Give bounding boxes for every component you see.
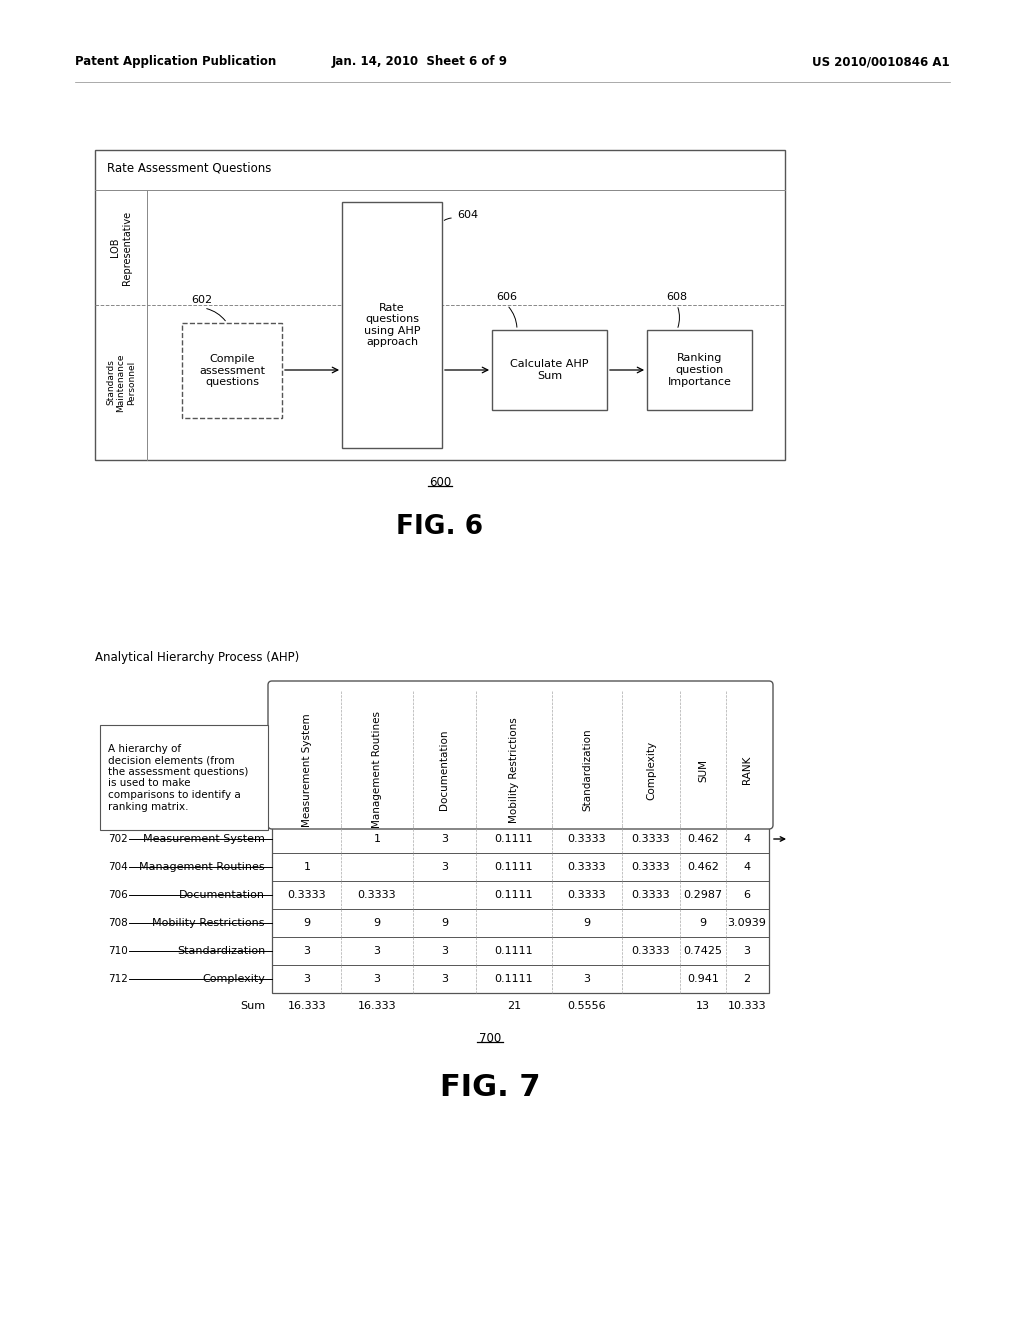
Text: 700: 700	[479, 1031, 501, 1044]
Text: Measurement System: Measurement System	[302, 713, 312, 826]
Text: 4: 4	[743, 834, 751, 843]
Text: Documentation: Documentation	[179, 890, 265, 900]
Text: FIG. 7: FIG. 7	[439, 1073, 541, 1102]
Text: 0.1111: 0.1111	[495, 862, 534, 873]
Bar	[647, 330, 752, 411]
Text: Analytical Hierarchy Process (AHP): Analytical Hierarchy Process (AHP)	[95, 652, 299, 664]
Text: Ranking
question
Importance: Ranking question Importance	[668, 354, 731, 387]
Text: Standardization: Standardization	[177, 946, 265, 956]
Text: Sum: Sum	[240, 1001, 265, 1011]
Text: FIG. 6: FIG. 6	[396, 513, 483, 540]
Text: Standards
Maintenance
Personnel: Standards Maintenance Personnel	[106, 354, 136, 412]
Text: RANK: RANK	[742, 756, 752, 784]
Text: 0.462: 0.462	[687, 862, 719, 873]
Text: Rate Assessment Questions: Rate Assessment Questions	[106, 161, 271, 174]
Text: 3: 3	[441, 862, 449, 873]
Text: 710: 710	[109, 946, 128, 956]
Text: 6: 6	[743, 890, 751, 900]
Bar	[95, 150, 785, 459]
Text: 0.5556: 0.5556	[567, 1001, 606, 1011]
Text: 16.333: 16.333	[357, 1001, 396, 1011]
Text: 13: 13	[696, 1001, 710, 1011]
Text: 9: 9	[374, 917, 381, 928]
Text: 9: 9	[441, 917, 449, 928]
Text: 604: 604	[457, 210, 478, 220]
Text: 0.3333: 0.3333	[632, 834, 671, 843]
Text: 3: 3	[743, 946, 751, 956]
Text: Documentation: Documentation	[439, 730, 450, 810]
Text: 0.3333: 0.3333	[567, 834, 606, 843]
Text: Standardization: Standardization	[582, 729, 592, 812]
Bar	[272, 825, 769, 993]
Text: Complexity: Complexity	[202, 974, 265, 983]
Text: 0.7425: 0.7425	[683, 946, 723, 956]
Text: 0.462: 0.462	[687, 834, 719, 843]
Text: 0.3333: 0.3333	[357, 890, 396, 900]
Text: 602: 602	[191, 294, 213, 305]
Text: Patent Application Publication: Patent Application Publication	[75, 55, 276, 69]
Text: 0.1111: 0.1111	[495, 834, 534, 843]
Text: Calculate AHP
Sum: Calculate AHP Sum	[510, 359, 589, 380]
Text: 3: 3	[303, 974, 310, 983]
Text: 16.333: 16.333	[288, 1001, 327, 1011]
Text: Mobility Restrictions: Mobility Restrictions	[509, 717, 519, 822]
Text: Compile
assessment
questions: Compile assessment questions	[199, 354, 265, 387]
Text: 3: 3	[374, 974, 381, 983]
Bar	[492, 330, 607, 411]
Text: 21: 21	[507, 1001, 521, 1011]
Text: 9: 9	[303, 917, 310, 928]
Text: 0.3333: 0.3333	[567, 890, 606, 900]
Text: Management Routines: Management Routines	[372, 711, 382, 829]
Text: 608: 608	[667, 292, 687, 302]
Text: 0.3333: 0.3333	[632, 862, 671, 873]
FancyBboxPatch shape	[268, 681, 773, 829]
Text: 0.1111: 0.1111	[495, 890, 534, 900]
Text: Management Routines: Management Routines	[139, 862, 265, 873]
Text: 0.1111: 0.1111	[495, 974, 534, 983]
Text: A hierarchy of
decision elements (from
the assessment questions)
is used to make: A hierarchy of decision elements (from t…	[108, 743, 249, 812]
Text: 3: 3	[441, 834, 449, 843]
Text: LOB
Representative: LOB Representative	[111, 210, 132, 285]
Text: 3: 3	[374, 946, 381, 956]
Text: 1: 1	[303, 862, 310, 873]
Text: US 2010/0010846 A1: US 2010/0010846 A1	[812, 55, 950, 69]
Text: 606: 606	[497, 292, 517, 302]
Text: 0.941: 0.941	[687, 974, 719, 983]
Text: 0.3333: 0.3333	[567, 862, 606, 873]
Bar	[100, 725, 268, 830]
Text: 0.3333: 0.3333	[632, 890, 671, 900]
Text: 3: 3	[584, 974, 591, 983]
Text: 0.1111: 0.1111	[495, 946, 534, 956]
Text: Mobility Restrictions: Mobility Restrictions	[153, 917, 265, 928]
Text: 3: 3	[441, 946, 449, 956]
Text: 706: 706	[109, 890, 128, 900]
Text: Rate
questions
using AHP
approach: Rate questions using AHP approach	[364, 302, 420, 347]
Text: 10.333: 10.333	[728, 1001, 766, 1011]
Text: 702: 702	[109, 834, 128, 843]
Text: 3.0939: 3.0939	[728, 917, 766, 928]
Text: 0.3333: 0.3333	[288, 890, 327, 900]
Bar	[342, 202, 442, 447]
Text: 708: 708	[109, 917, 128, 928]
Text: 0.3333: 0.3333	[632, 946, 671, 956]
Text: Jan. 14, 2010  Sheet 6 of 9: Jan. 14, 2010 Sheet 6 of 9	[332, 55, 508, 69]
Text: 3: 3	[303, 946, 310, 956]
Text: 712: 712	[109, 974, 128, 983]
Text: 4: 4	[743, 862, 751, 873]
Text: 704: 704	[109, 862, 128, 873]
Text: 0.2987: 0.2987	[683, 890, 723, 900]
Text: 600: 600	[429, 475, 452, 488]
Text: 2: 2	[743, 974, 751, 983]
Text: 3: 3	[441, 974, 449, 983]
Text: 9: 9	[699, 917, 707, 928]
Text: SUM: SUM	[698, 759, 708, 781]
Text: 1: 1	[374, 834, 381, 843]
Text: 9: 9	[584, 917, 591, 928]
Text: Complexity: Complexity	[646, 741, 656, 800]
Text: Measurement System: Measurement System	[143, 834, 265, 843]
Bar	[182, 323, 282, 418]
